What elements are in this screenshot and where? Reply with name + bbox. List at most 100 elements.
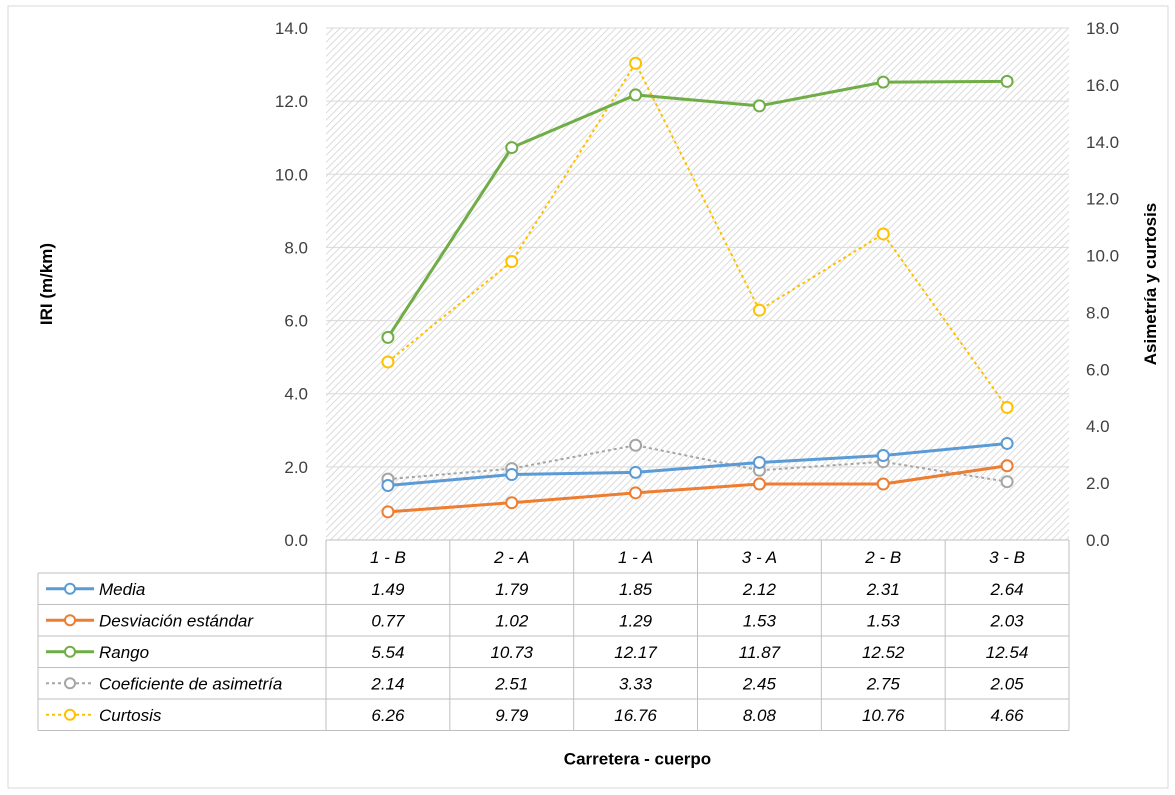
- data-point: [505, 255, 519, 269]
- table-cell-value: 4.66: [991, 706, 1025, 725]
- y2-tick-label: 0.0: [1086, 531, 1110, 550]
- table-cell-value: 1.79: [495, 580, 529, 599]
- y-tick-label: 10.0: [275, 165, 308, 184]
- y2-tick-label: 10.0: [1086, 247, 1119, 266]
- plot-area: [326, 28, 1069, 540]
- data-point: [752, 455, 766, 469]
- y2-tick-label: 16.0: [1086, 76, 1119, 95]
- table-cell-value: 2.03: [990, 611, 1025, 630]
- x-tick-label: 2 - B: [864, 548, 901, 567]
- data-point: [1000, 475, 1014, 489]
- table-cell-value: 2.31: [866, 580, 900, 599]
- legend-label: Curtosis: [99, 706, 162, 725]
- table-cell-value: 1.85: [619, 580, 653, 599]
- data-point: [629, 88, 643, 102]
- x-tick-label: 1 - A: [618, 548, 653, 567]
- data-point: [1000, 459, 1014, 473]
- table-cell-value: 2.05: [990, 674, 1025, 693]
- data-point: [1000, 436, 1014, 450]
- y-tick-label: 2.0: [284, 458, 308, 477]
- legend-key-marker: [64, 645, 76, 658]
- data-point: [1000, 400, 1014, 414]
- table-cell-value: 1.29: [619, 611, 653, 630]
- legend-key-marker: [64, 708, 76, 721]
- table-cell-value: 2.45: [742, 674, 777, 693]
- series-line: [387, 62, 1008, 409]
- data-point: [381, 330, 395, 344]
- y2-tick-label: 14.0: [1086, 133, 1119, 152]
- legend-key-marker: [64, 614, 76, 627]
- table-cell-value: 9.79: [495, 706, 529, 725]
- series-lines: [381, 56, 1014, 519]
- data-point: [876, 75, 890, 89]
- x-tick-label: 3 - A: [742, 548, 777, 567]
- y2-tick-label: 4.0: [1086, 417, 1110, 436]
- legend-label: Rango: [99, 643, 149, 662]
- legend-label: Desviación estándar: [99, 611, 254, 630]
- table-cell-value: 3.33: [619, 674, 653, 693]
- legend-key-marker: [64, 582, 76, 595]
- y-tick-label: 8.0: [284, 238, 308, 257]
- x-tick-label: 2 - A: [493, 548, 529, 567]
- y2-tick-label: 18.0: [1086, 19, 1119, 38]
- table-cell-value: 2.51: [494, 674, 528, 693]
- data-point: [629, 486, 643, 500]
- y-axis-title: IRI (m/km): [37, 243, 56, 325]
- series-line: [386, 79, 1008, 339]
- data-point: [505, 496, 519, 510]
- y2-tick-label: 2.0: [1086, 474, 1110, 493]
- table-cell-value: 2.75: [866, 674, 901, 693]
- data-point: [381, 505, 395, 519]
- table-cell-value: 10.73: [490, 643, 533, 662]
- table-cell-value: 12.54: [986, 643, 1029, 662]
- y2-tick-label: 6.0: [1086, 360, 1110, 379]
- table-cell-value: 16.76: [614, 706, 657, 725]
- data-point: [752, 303, 766, 317]
- table-cell-value: 10.76: [862, 706, 905, 725]
- series-line: [387, 464, 1008, 514]
- data-point: [876, 449, 890, 463]
- table-cell-value: 0.77: [371, 611, 405, 630]
- y-tick-label: 14.0: [275, 19, 308, 38]
- data-point: [752, 99, 766, 113]
- x-axis-title: Carretera - cuerpo: [564, 750, 711, 769]
- data-point: [629, 438, 643, 452]
- data-point: [629, 56, 643, 70]
- table-cell-value: 1.02: [495, 611, 529, 630]
- legend-label: Media: [99, 580, 145, 599]
- table-cell-value: 2.14: [370, 674, 404, 693]
- data-point: [381, 479, 395, 493]
- table-cell-value: 5.54: [371, 643, 404, 662]
- table-cell-value: 1.53: [743, 611, 777, 630]
- data-point: [752, 477, 766, 491]
- data-point: [876, 227, 890, 241]
- y-tick-label: 4.0: [284, 385, 308, 404]
- series-line: [387, 441, 1008, 488]
- data-point: [629, 465, 643, 479]
- left-axis: 0.0 2.0 4.0 6.0 8.0 10.0 12.0 14.0: [275, 19, 308, 550]
- table-cell-value: 2.64: [990, 580, 1024, 599]
- data-point: [505, 141, 519, 155]
- table-cell-value: 1.49: [371, 580, 405, 599]
- table-cell-value: 2.12: [742, 580, 777, 599]
- table-cell-value: 12.17: [614, 643, 657, 662]
- y-tick-label: 6.0: [284, 312, 308, 331]
- legend-key-marker: [64, 677, 76, 690]
- data-table: 1 - B 2 - A 1 - A 3 - A 2 - B 3 - B Media 1.49 1…: [37, 539, 1070, 731]
- y-tick-label: 12.0: [275, 92, 308, 111]
- data-point: [1000, 74, 1014, 88]
- table-cell-value: 8.08: [743, 706, 777, 725]
- table-cell-value: 11.87: [739, 643, 781, 662]
- legend-label: Coeficiente de asimetría: [99, 674, 282, 693]
- x-tick-label: 3 - B: [989, 548, 1025, 567]
- y2-tick-label: 12.0: [1086, 190, 1119, 209]
- right-axis: 0.0 2.0 4.0 6.0 8.0 10.0 12.0 14.0 16.0 18.0: [1086, 19, 1119, 550]
- data-point: [876, 477, 890, 491]
- x-tick-label: 1 - B: [370, 548, 406, 567]
- data-point: [505, 468, 519, 482]
- table-cell-value: 1.53: [867, 611, 901, 630]
- table-cell-value: 6.26: [371, 706, 405, 725]
- table-cell-value: 12.52: [862, 643, 905, 662]
